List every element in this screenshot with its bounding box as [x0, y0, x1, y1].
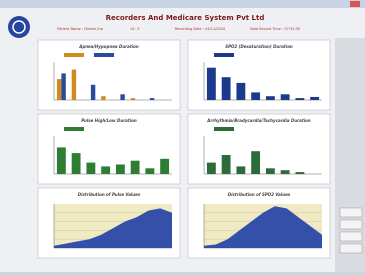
legend-swatch	[214, 127, 234, 131]
bar	[251, 92, 260, 100]
legend-swatch	[94, 53, 114, 57]
bar	[86, 163, 95, 174]
bar	[72, 70, 76, 100]
button[interactable]	[340, 232, 362, 241]
info: Total Record Time : 07:32:35	[249, 27, 300, 31]
bar	[207, 163, 216, 174]
info: Recording Date : 04/11/2010	[175, 27, 226, 31]
bar	[266, 96, 275, 100]
page: Recorders And Medicare System Pvt Ltd Pa…	[0, 0, 365, 272]
bar	[57, 147, 66, 174]
bar	[131, 98, 135, 100]
bar	[101, 96, 105, 100]
chart-title: SPO2 (Desaturation) Duration	[225, 44, 293, 49]
bar	[150, 98, 154, 100]
bar	[236, 166, 245, 174]
bar	[116, 165, 125, 175]
bar	[72, 153, 81, 174]
bar	[120, 94, 124, 100]
bar	[310, 97, 319, 100]
legend-swatch	[64, 127, 84, 131]
bar	[145, 168, 154, 174]
chart-title: Apnea/Hypopnea Duration	[78, 44, 139, 49]
legend-swatch	[214, 53, 234, 57]
close-button[interactable]	[350, 1, 360, 7]
bar	[131, 161, 140, 174]
bar	[281, 94, 290, 100]
screen: Recorders And Medicare System Pvt Ltd Pa…	[0, 0, 365, 272]
title-bar	[0, 0, 365, 8]
button[interactable]	[340, 220, 362, 229]
bar	[57, 79, 61, 100]
bar	[266, 168, 275, 174]
bar	[222, 155, 231, 174]
info: Patient Name : Dinesh Jha	[57, 27, 103, 31]
bar	[295, 172, 304, 174]
chart-title: Distribution of Pulse Values	[78, 192, 141, 197]
info: Id : 5	[131, 27, 140, 31]
chart-title: Distribution of SPO2 Values	[228, 192, 291, 197]
bar	[236, 83, 245, 100]
bar	[101, 166, 110, 174]
bar	[160, 159, 169, 174]
bar	[281, 170, 290, 174]
legend-swatch	[64, 53, 84, 57]
bar	[207, 68, 216, 100]
button[interactable]	[340, 208, 362, 217]
bar	[295, 98, 304, 100]
chart-title: Arrhythmia/Bradycardia/Tachycardia Durat…	[206, 118, 311, 123]
bar	[251, 151, 260, 174]
logo	[8, 16, 30, 38]
button[interactable]	[340, 244, 362, 253]
bar	[91, 85, 95, 100]
chart-title: Pulse High/Low Duration	[81, 118, 137, 123]
header-title: Recorders And Medicare System Pvt Ltd	[106, 14, 265, 22]
bar	[222, 77, 231, 100]
bar	[61, 73, 65, 100]
